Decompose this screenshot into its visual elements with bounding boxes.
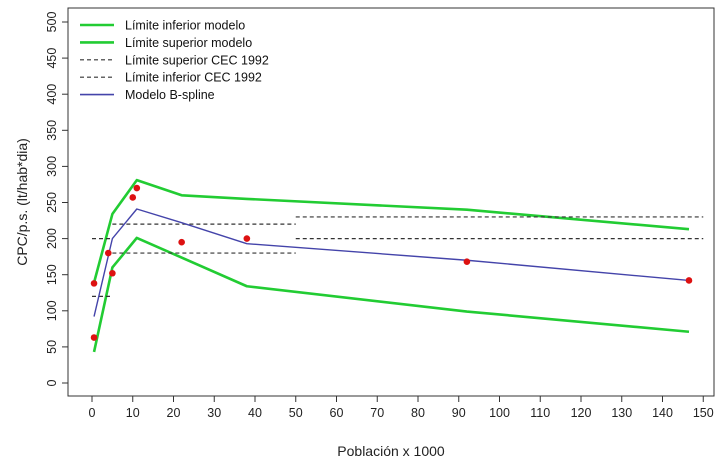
data-point (133, 184, 141, 192)
legend-entry: Límite superior modelo (125, 36, 252, 50)
x-tick-label: 90 (452, 406, 466, 420)
data-point (178, 238, 185, 246)
series-line (92, 178, 690, 283)
x-axis-title: Población x 1000 (337, 443, 445, 459)
x-tick-label: 100 (489, 406, 510, 420)
axis-ticks: 0 10 20 30 40 50 60 70 80 90 100 110 120 130 140 150 0 50… (45, 12, 714, 420)
y-tick-label: 200 (45, 228, 59, 249)
series-lines (92, 178, 704, 353)
y-tick-label: 500 (45, 12, 59, 33)
y-tick-label: 400 (45, 84, 59, 105)
legend-entry: Límite inferior CEC 1992 (125, 71, 262, 85)
x-tick-label: 80 (411, 406, 425, 420)
legend-entry: Modelo B-spline (125, 88, 215, 102)
x-tick-label: 110 (530, 406, 550, 420)
x-tick-label: 40 (248, 406, 262, 420)
legend-entry: Límite inferior modelo (125, 19, 245, 33)
data-point (90, 280, 98, 287)
x-tick-label: 140 (652, 406, 673, 420)
x-tick-label: 20 (167, 406, 181, 420)
y-tick-label: 250 (45, 192, 59, 213)
data-point (90, 334, 98, 341)
observed-points (90, 184, 693, 341)
data-point (129, 194, 137, 201)
x-tick-label: 150 (693, 406, 714, 420)
y-tick-label: 450 (45, 48, 59, 69)
x-tick-label: 60 (330, 406, 344, 420)
x-tick-label: 120 (571, 406, 592, 420)
series-line (92, 236, 690, 353)
x-tick-label: 10 (126, 406, 140, 420)
data-point (109, 269, 116, 277)
y-tick-label: 50 (45, 340, 59, 354)
x-tick-label: 70 (370, 406, 384, 420)
y-tick-label: 100 (45, 300, 59, 321)
data-point (463, 258, 471, 266)
data-point (685, 277, 693, 284)
x-tick-label: 50 (289, 406, 303, 420)
y-axis-title: CPC/p.s. (lt/hab*dia) (14, 138, 30, 266)
y-tick-label: 300 (45, 156, 59, 177)
legend: Límite inferior modelo Límite superior mo… (80, 19, 269, 102)
y-tick-label: 350 (45, 120, 59, 141)
x-tick-label: 130 (611, 406, 632, 420)
data-point (105, 249, 112, 257)
y-tick-label: 0 (45, 379, 59, 386)
data-point (243, 235, 251, 242)
series-line (93, 208, 690, 317)
x-tick-label: 30 (207, 406, 221, 420)
legend-entry: Límite superior CEC 1992 (125, 53, 269, 67)
y-tick-label: 150 (45, 264, 59, 285)
x-tick-label: 0 (89, 406, 96, 420)
